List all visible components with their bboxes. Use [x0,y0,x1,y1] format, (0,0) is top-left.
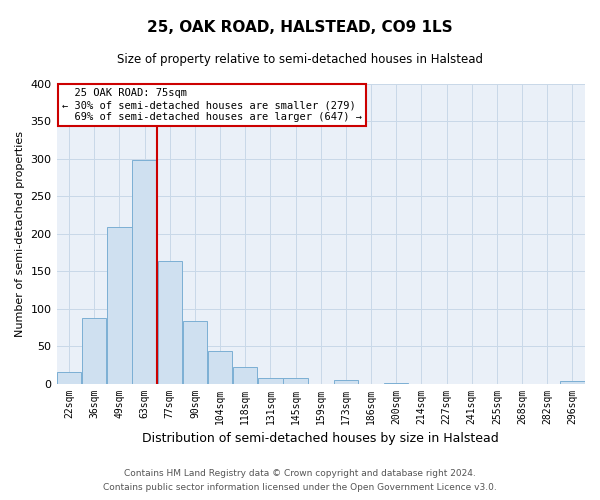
Text: Contains public sector information licensed under the Open Government Licence v3: Contains public sector information licen… [103,484,497,492]
Text: Size of property relative to semi-detached houses in Halstead: Size of property relative to semi-detach… [117,52,483,66]
Bar [258,378,283,384]
Bar [183,320,207,384]
Text: 25 OAK ROAD: 75sqm
← 30% of semi-detached houses are smaller (279)
  69% of semi: 25 OAK ROAD: 75sqm ← 30% of semi-detache… [62,88,362,122]
Text: Contains HM Land Registry data © Crown copyright and database right 2024.: Contains HM Land Registry data © Crown c… [124,468,476,477]
X-axis label: Distribution of semi-detached houses by size in Halstead: Distribution of semi-detached houses by … [142,432,499,445]
Bar [107,227,131,384]
Bar [384,383,409,384]
Text: 25, OAK ROAD, HALSTEAD, CO9 1LS: 25, OAK ROAD, HALSTEAD, CO9 1LS [147,20,453,35]
Bar [82,318,106,384]
Y-axis label: Number of semi-detached properties: Number of semi-detached properties [15,131,25,337]
Bar [57,372,82,384]
Bar [283,378,308,384]
Bar [233,367,257,384]
Bar [133,160,157,384]
Bar [158,262,182,384]
Bar [208,350,232,384]
Bar [560,380,584,384]
Bar [334,380,358,384]
